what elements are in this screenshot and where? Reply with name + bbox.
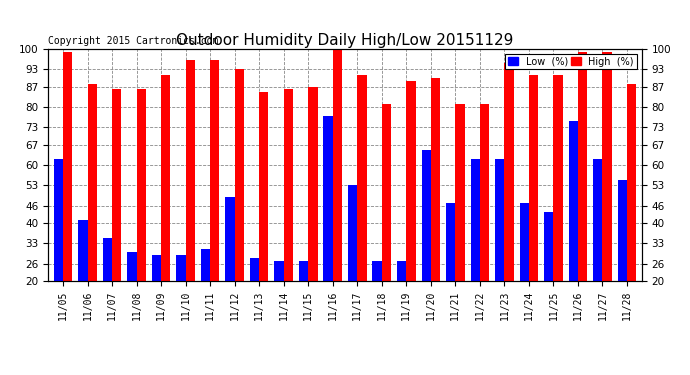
Text: Copyright 2015 Cartronics.com: Copyright 2015 Cartronics.com (48, 36, 219, 46)
Bar (618, 180, 627, 281)
Bar (177, 255, 186, 281)
Bar (324, 116, 333, 281)
Bar (308, 87, 317, 281)
Bar (63, 52, 72, 281)
Bar (250, 258, 259, 281)
Bar (529, 75, 538, 281)
Bar (569, 122, 578, 281)
Bar (226, 197, 235, 281)
Bar (382, 104, 391, 281)
Bar (471, 159, 480, 281)
Bar (275, 261, 284, 281)
Bar (103, 238, 112, 281)
Bar (627, 84, 636, 281)
Bar (431, 78, 440, 281)
Bar (406, 81, 415, 281)
Bar (127, 252, 137, 281)
Bar (602, 52, 612, 281)
Bar (504, 63, 513, 281)
Bar (284, 90, 293, 281)
Bar (54, 159, 63, 281)
Bar (161, 75, 170, 281)
Bar (357, 75, 366, 281)
Bar (210, 60, 219, 281)
Bar (455, 104, 464, 281)
Bar (152, 255, 161, 281)
Bar (422, 150, 431, 281)
Bar (446, 203, 455, 281)
Bar (235, 69, 244, 281)
Bar (348, 185, 357, 281)
Bar (88, 84, 97, 281)
Bar (593, 159, 602, 281)
Bar (397, 261, 406, 281)
Legend: Low  (%), High  (%): Low (%), High (%) (505, 54, 637, 69)
Bar (495, 159, 504, 281)
Bar (201, 249, 210, 281)
Bar (137, 90, 146, 281)
Bar (520, 203, 529, 281)
Bar (112, 90, 121, 281)
Bar (333, 49, 342, 281)
Bar (186, 60, 195, 281)
Title: Outdoor Humidity Daily High/Low 20151129: Outdoor Humidity Daily High/Low 20151129 (177, 33, 513, 48)
Bar (78, 220, 88, 281)
Bar (544, 211, 553, 281)
Bar (578, 52, 587, 281)
Bar (259, 92, 268, 281)
Bar (373, 261, 382, 281)
Bar (299, 261, 308, 281)
Bar (553, 75, 563, 281)
Bar (480, 104, 489, 281)
